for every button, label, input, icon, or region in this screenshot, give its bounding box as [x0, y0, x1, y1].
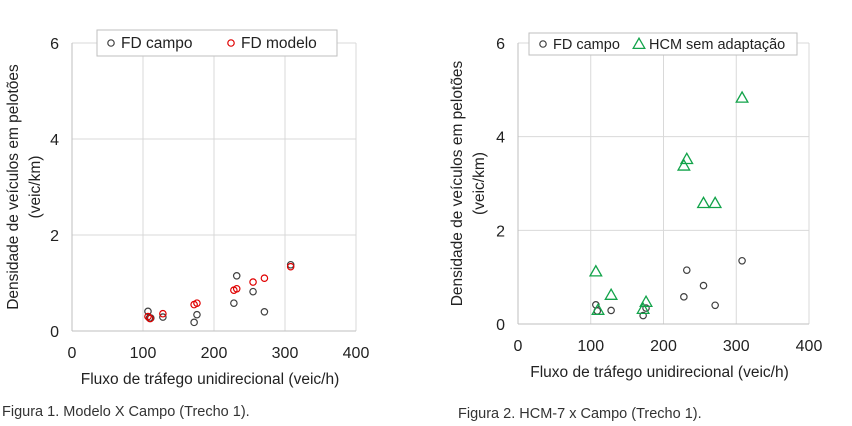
x-tick-label: 100: [577, 338, 604, 355]
data-point: [680, 293, 688, 301]
data-point: [260, 274, 269, 283]
legend-box: [528, 32, 798, 56]
data-point: [230, 299, 238, 307]
legend: FD campo HCM sem adaptação: [528, 32, 798, 56]
y-tick-label: 2: [50, 228, 59, 245]
figure-2-caption: Figura 2. HCM-7 x Campo (Trecho 1).: [458, 406, 702, 422]
legend-label: FD campo: [553, 37, 620, 53]
data-point: [286, 262, 295, 271]
x-axis-title: Fluxo de tráfego unidirecional (veic/h): [530, 364, 788, 381]
y-tick-label: 0: [50, 324, 59, 341]
data-point: [639, 294, 653, 307]
data-point: [144, 312, 152, 321]
data-point: [588, 264, 603, 277]
data-point: [232, 284, 241, 293]
data-point: [696, 196, 711, 209]
data-point: [159, 313, 167, 321]
y-tick-label: 4: [496, 130, 505, 147]
data-point: [260, 307, 269, 316]
series-2: [144, 262, 295, 323]
x-tick-label: 400: [796, 338, 823, 355]
y-tick-label: 4: [50, 132, 59, 149]
y-axis-title-line2: (veic/km): [471, 152, 488, 215]
data-point: [607, 306, 615, 315]
x-tick-label: 0: [68, 345, 77, 362]
chart-2: 0 100 200 300 400 0 2 4 6 Fluxo de tráfego unidir…: [449, 32, 823, 381]
x-tick-label: 400: [343, 345, 370, 362]
y-tick-label: 2: [496, 223, 505, 240]
y-axis-title-line2: (veic/km): [27, 156, 44, 219]
data-point: [159, 309, 167, 318]
legend-label: FD campo: [121, 35, 193, 52]
data-point: [682, 266, 691, 274]
legend: FD campo FD modelo: [96, 29, 338, 57]
data-point: [249, 287, 257, 296]
y-axis-title-line1: Densidade de veículos em pelotões: [449, 60, 466, 306]
legend-label: HCM sem adaptação: [649, 37, 785, 53]
x-tick-label: 300: [272, 345, 299, 362]
x-tick-label: 200: [650, 338, 677, 355]
legend-label: FD modelo: [241, 35, 317, 52]
legend-box: [96, 29, 338, 57]
data-point: [591, 302, 605, 315]
x-tick-label: 0: [514, 338, 523, 355]
x-tick-label: 100: [130, 345, 157, 362]
data-point: [735, 90, 749, 103]
data-point: [146, 314, 154, 323]
data-point: [639, 311, 647, 320]
data-point: [190, 318, 198, 327]
series-2: [588, 90, 749, 315]
data-point: [249, 278, 257, 286]
data-point: [738, 256, 746, 265]
x-axis-title: Fluxo de tráfego unidirecional (veic/h): [81, 371, 339, 388]
x-tick-label: 300: [723, 338, 750, 355]
legend-marker: [632, 36, 646, 49]
legend-marker: [227, 39, 235, 47]
y-tick-label: 0: [496, 317, 505, 334]
data-point: [708, 196, 723, 209]
legend-marker: [107, 39, 115, 47]
y-axis-title-line1: Densidade de veículos em pelotões: [5, 64, 22, 310]
series-1: [592, 256, 746, 320]
data-point: [679, 152, 694, 165]
data-point: [699, 281, 708, 290]
y-tick-label: 6: [496, 36, 505, 53]
y-tick-label: 6: [50, 36, 59, 53]
series-1: [144, 260, 295, 327]
data-point: [193, 310, 201, 319]
data-point: [676, 158, 691, 171]
data-point: [711, 301, 719, 310]
x-tick-label: 200: [201, 345, 228, 362]
legend-marker: [539, 40, 547, 48]
data-point: [642, 304, 650, 312]
data-point: [636, 301, 651, 315]
data-point: [193, 299, 201, 307]
data-point: [232, 271, 241, 280]
data-point: [604, 287, 619, 300]
chart-1: 0 100 200 300 400 0 2 4 6 Fluxo de tráfego unidir…: [5, 29, 370, 388]
figure-1-caption: Figura 1. Modelo X Campo (Trecho 1).: [2, 404, 250, 420]
